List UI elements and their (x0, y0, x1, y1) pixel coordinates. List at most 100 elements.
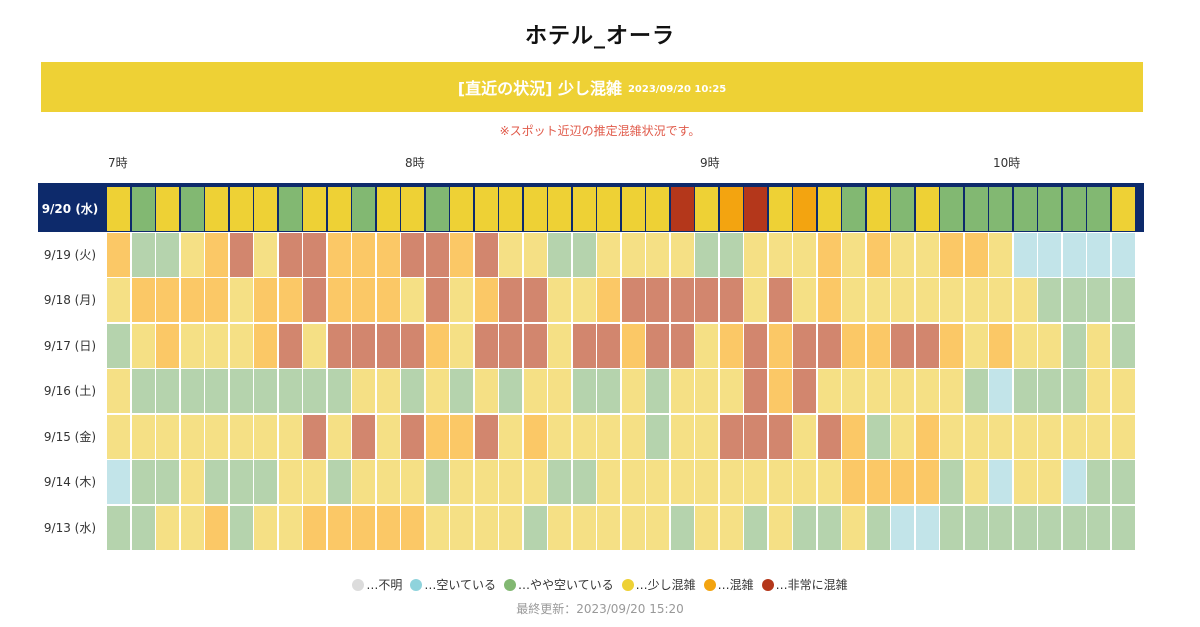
time-slot-cell[interactable] (131, 187, 155, 231)
time-slot-cell[interactable] (499, 323, 522, 368)
time-slot-cell[interactable] (940, 505, 963, 550)
time-slot-cell[interactable] (695, 505, 718, 550)
time-slot-cell[interactable] (597, 323, 620, 368)
time-slot-cell[interactable] (1111, 278, 1135, 322)
time-slot-cell[interactable] (401, 323, 424, 368)
time-slot-cell[interactable] (768, 505, 792, 550)
time-slot-cell[interactable] (205, 414, 228, 459)
time-slot-cell[interactable] (499, 232, 522, 277)
time-slot-cell[interactable] (401, 369, 424, 413)
time-slot-cell[interactable] (474, 232, 498, 277)
time-slot-cell[interactable] (548, 232, 571, 277)
time-slot-cell[interactable] (695, 323, 718, 368)
time-slot-cell[interactable] (793, 369, 816, 413)
time-slot-cell[interactable] (278, 369, 302, 413)
time-slot-cell[interactable] (695, 278, 718, 322)
time-slot-cell[interactable] (1111, 187, 1135, 231)
time-slot-cell[interactable] (842, 369, 865, 413)
time-slot-cell[interactable] (670, 232, 694, 277)
time-slot-cell[interactable] (1038, 232, 1061, 277)
time-slot-cell[interactable] (989, 460, 1012, 504)
time-slot-cell[interactable] (425, 369, 449, 413)
time-slot-cell[interactable] (719, 323, 743, 368)
time-slot-cell[interactable] (1062, 232, 1086, 277)
time-slot-cell[interactable] (1062, 505, 1086, 550)
time-slot-cell[interactable] (401, 232, 424, 277)
time-slot-cell[interactable] (474, 460, 498, 504)
time-slot-cell[interactable] (646, 460, 669, 504)
time-slot-cell[interactable] (352, 505, 375, 550)
time-slot-cell[interactable] (940, 232, 963, 277)
time-slot-cell[interactable] (499, 505, 522, 550)
time-slot-cell[interactable] (499, 414, 522, 459)
time-slot-cell[interactable] (719, 187, 743, 231)
time-slot-cell[interactable] (866, 187, 890, 231)
time-slot-cell[interactable] (180, 414, 204, 459)
time-slot-cell[interactable] (131, 460, 155, 504)
time-slot-cell[interactable] (180, 369, 204, 413)
time-slot-cell[interactable] (964, 414, 988, 459)
time-slot-cell[interactable] (768, 232, 792, 277)
time-slot-cell[interactable] (254, 187, 277, 231)
time-slot-cell[interactable] (1087, 414, 1110, 459)
time-slot-cell[interactable] (597, 232, 620, 277)
time-slot-cell[interactable] (278, 505, 302, 550)
time-slot-cell[interactable] (915, 414, 939, 459)
time-slot-cell[interactable] (670, 323, 694, 368)
time-slot-cell[interactable] (646, 187, 669, 231)
time-slot-cell[interactable] (744, 323, 767, 368)
time-slot-cell[interactable] (621, 369, 645, 413)
time-slot-cell[interactable] (229, 278, 253, 322)
time-slot-cell[interactable] (352, 278, 375, 322)
time-slot-cell[interactable] (572, 414, 596, 459)
time-slot-cell[interactable] (793, 323, 816, 368)
time-slot-cell[interactable] (303, 278, 326, 322)
time-slot-cell[interactable] (254, 505, 277, 550)
time-slot-cell[interactable] (1111, 414, 1135, 459)
time-slot-cell[interactable] (915, 460, 939, 504)
time-slot-cell[interactable] (964, 505, 988, 550)
time-slot-cell[interactable] (670, 505, 694, 550)
time-slot-cell[interactable] (744, 460, 767, 504)
time-slot-cell[interactable] (719, 278, 743, 322)
time-slot-cell[interactable] (425, 323, 449, 368)
time-slot-cell[interactable] (768, 414, 792, 459)
time-slot-cell[interactable] (744, 414, 767, 459)
time-slot-cell[interactable] (1111, 323, 1135, 368)
time-slot-cell[interactable] (180, 232, 204, 277)
time-slot-cell[interactable] (523, 505, 547, 550)
time-slot-cell[interactable] (842, 187, 865, 231)
time-slot-cell[interactable] (303, 323, 326, 368)
time-slot-cell[interactable] (940, 414, 963, 459)
time-slot-cell[interactable] (303, 460, 326, 504)
time-slot-cell[interactable] (1062, 187, 1086, 231)
time-slot-cell[interactable] (842, 505, 865, 550)
time-slot-cell[interactable] (670, 460, 694, 504)
time-slot-cell[interactable] (1038, 414, 1061, 459)
time-slot-cell[interactable] (744, 187, 767, 231)
time-slot-cell[interactable] (303, 232, 326, 277)
time-slot-cell[interactable] (156, 505, 179, 550)
time-slot-cell[interactable] (817, 460, 841, 504)
time-slot-cell[interactable] (474, 414, 498, 459)
time-slot-cell[interactable] (891, 323, 914, 368)
time-slot-cell[interactable] (1111, 369, 1135, 413)
time-slot-cell[interactable] (670, 369, 694, 413)
time-slot-cell[interactable] (278, 323, 302, 368)
time-slot-cell[interactable] (156, 323, 179, 368)
time-slot-cell[interactable] (352, 414, 375, 459)
time-slot-cell[interactable] (303, 187, 326, 231)
time-slot-cell[interactable] (646, 232, 669, 277)
time-slot-cell[interactable] (1087, 278, 1110, 322)
time-slot-cell[interactable] (572, 369, 596, 413)
time-slot-cell[interactable] (891, 414, 914, 459)
time-slot-cell[interactable] (891, 369, 914, 413)
time-slot-cell[interactable] (891, 232, 914, 277)
time-slot-cell[interactable] (891, 278, 914, 322)
time-slot-cell[interactable] (156, 278, 179, 322)
time-slot-cell[interactable] (401, 505, 424, 550)
time-slot-cell[interactable] (499, 187, 522, 231)
time-slot-cell[interactable] (621, 232, 645, 277)
time-slot-cell[interactable] (793, 460, 816, 504)
time-slot-cell[interactable] (744, 505, 767, 550)
